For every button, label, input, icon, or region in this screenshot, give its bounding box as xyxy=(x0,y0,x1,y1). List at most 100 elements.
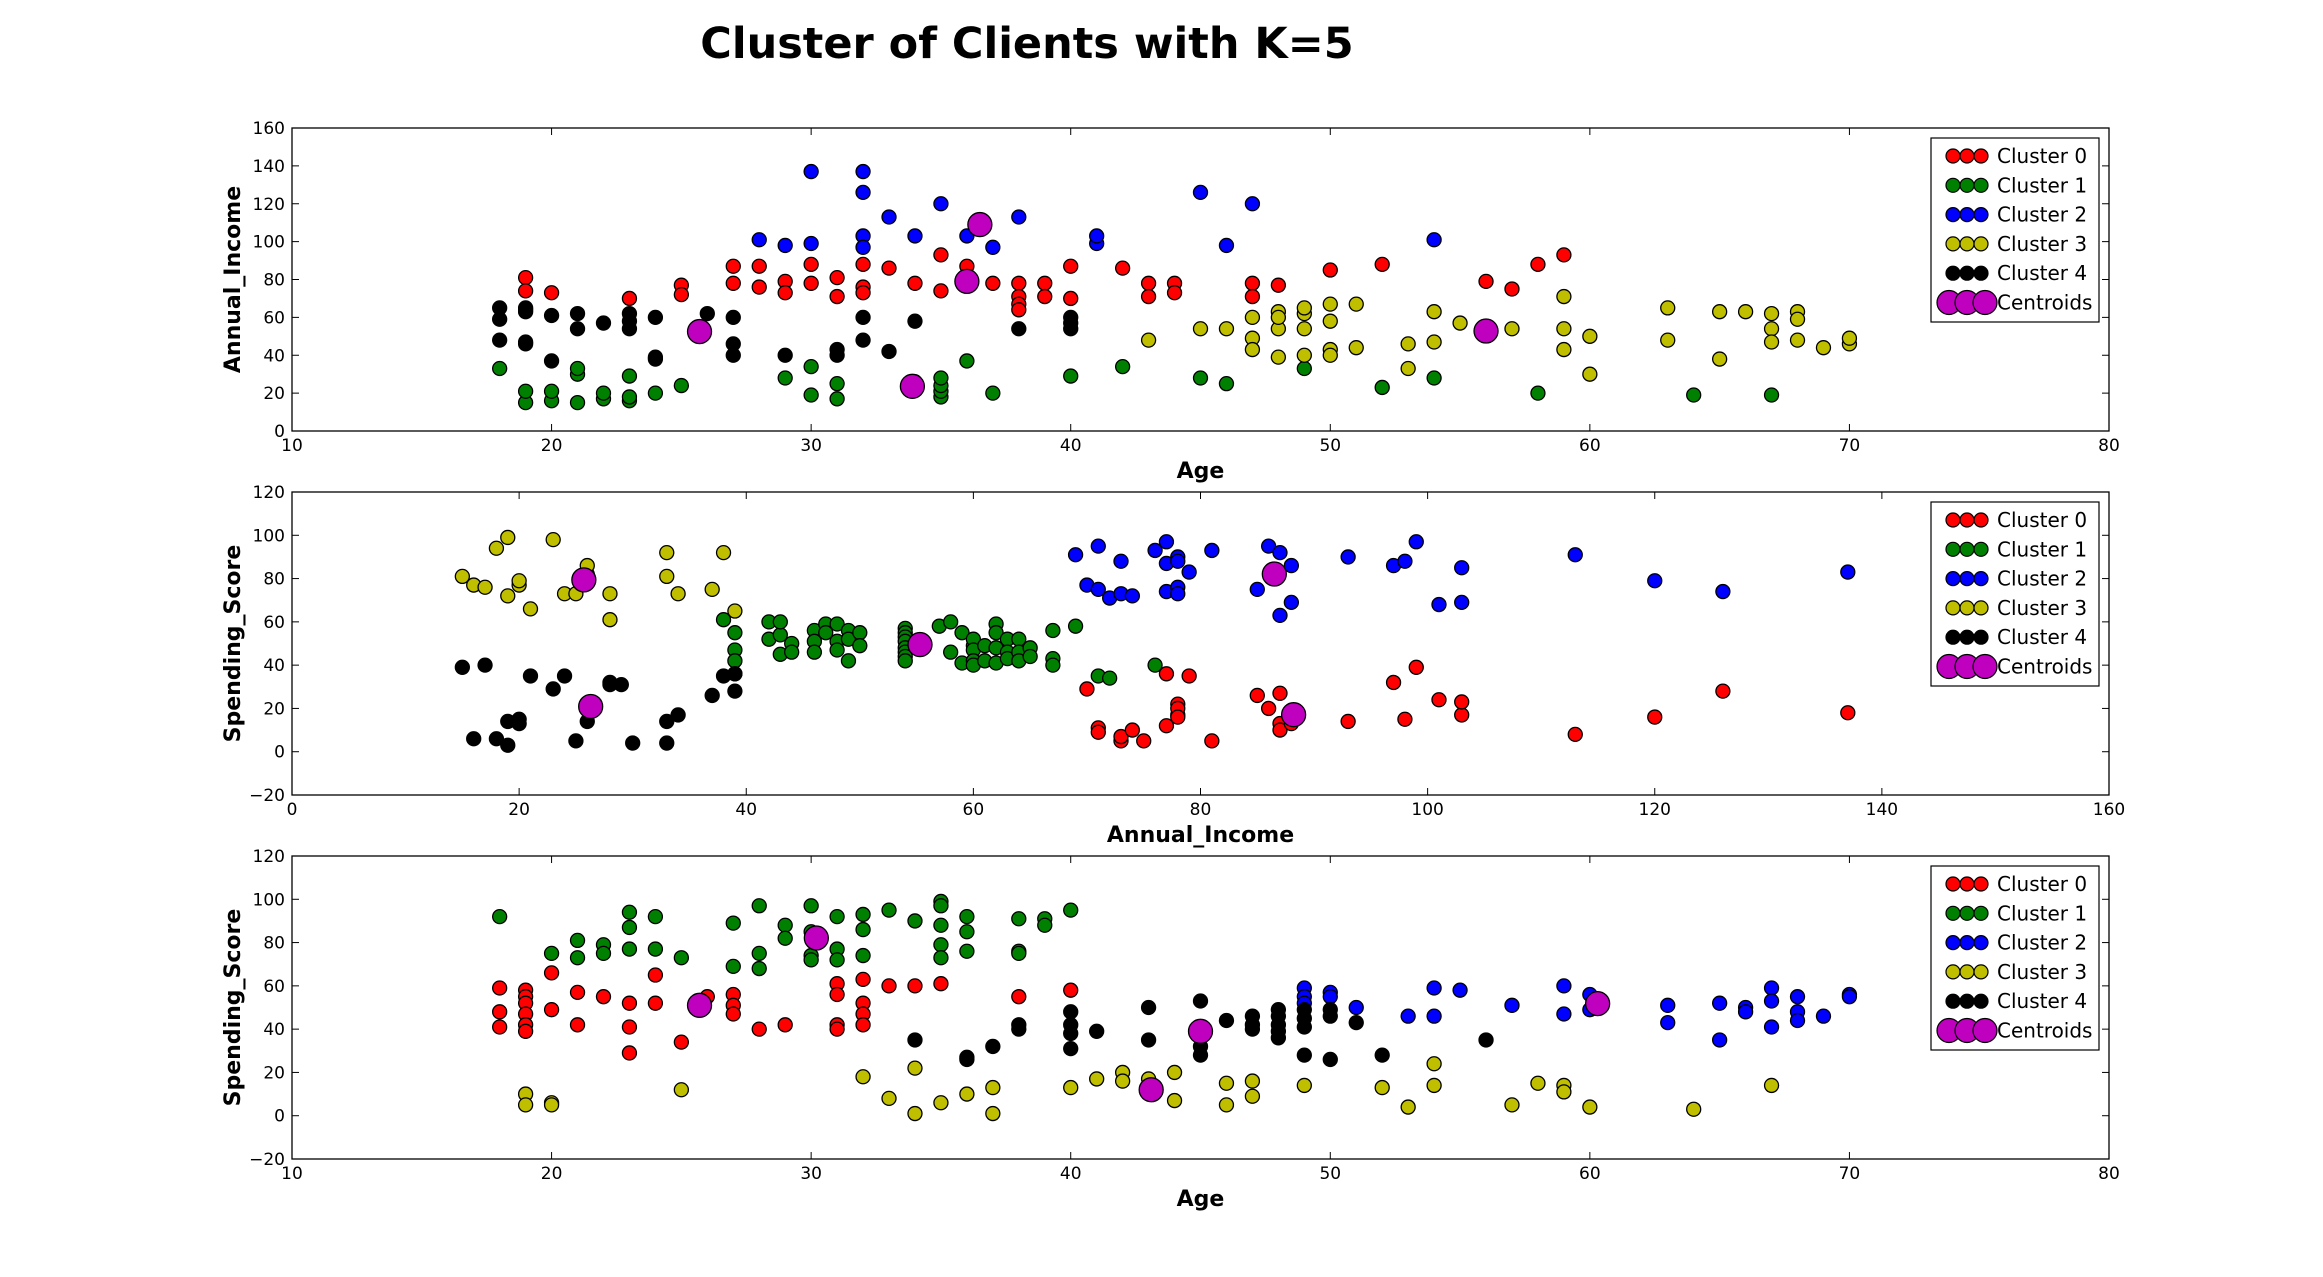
data-point xyxy=(1322,262,1338,278)
data-point xyxy=(1454,694,1470,710)
data-point xyxy=(543,383,560,399)
data-point xyxy=(1270,277,1287,293)
y-axis-label: Spending_Score xyxy=(221,545,246,743)
data-point xyxy=(1079,681,1095,697)
legend-label: Cluster 3 xyxy=(1997,596,2087,620)
data-point xyxy=(1530,1075,1546,1091)
legend-marker xyxy=(1959,934,1975,951)
data-point xyxy=(959,924,975,940)
data-point xyxy=(1647,709,1663,725)
data-point xyxy=(881,1090,897,1107)
data-point xyxy=(829,391,845,407)
data-point xyxy=(1431,596,1447,613)
data-point xyxy=(1397,711,1413,727)
data-point xyxy=(1158,666,1175,682)
data-point xyxy=(1140,275,1157,291)
data-point xyxy=(1090,538,1106,554)
y-axis-label: Spending_Score xyxy=(221,909,246,1107)
y-tick-label: 60 xyxy=(263,308,285,328)
legend-label: Centroids xyxy=(1997,291,2092,315)
data-point xyxy=(727,683,743,699)
axes-frame xyxy=(291,855,2110,1160)
data-point xyxy=(1374,256,1390,273)
data-point xyxy=(1037,288,1053,305)
legend-label: Cluster 3 xyxy=(1997,232,2087,256)
legend-label: Cluster 1 xyxy=(1997,901,2087,925)
legend-label: Cluster 0 xyxy=(1997,872,2087,896)
data-point xyxy=(1647,573,1663,589)
data-point xyxy=(959,943,975,959)
legend-marker xyxy=(1973,964,1989,980)
data-point xyxy=(803,275,819,291)
data-point xyxy=(621,1019,638,1035)
data-point xyxy=(602,612,618,628)
data-point xyxy=(1763,1077,1780,1094)
data-point xyxy=(613,676,629,693)
x-tick-label: 10 xyxy=(281,1164,303,1184)
centroid-point xyxy=(686,992,713,1018)
data-point xyxy=(621,904,638,920)
legend-marker xyxy=(1959,905,1975,921)
legend-marker xyxy=(1959,541,1975,557)
data-point xyxy=(1582,328,1598,344)
centroid-point xyxy=(1584,990,1611,1017)
data-point xyxy=(595,315,612,331)
data-point xyxy=(1340,549,1356,565)
data-point xyxy=(954,625,970,641)
data-point xyxy=(500,529,516,546)
data-point xyxy=(725,915,741,931)
x-tick-label: 60 xyxy=(1579,436,1601,456)
legend-marker xyxy=(1959,629,1975,645)
data-point xyxy=(725,275,741,291)
data-point xyxy=(777,370,793,386)
data-point xyxy=(715,544,732,561)
centroid-point xyxy=(954,268,980,295)
data-point xyxy=(1504,1097,1520,1113)
centroid-point xyxy=(1473,318,1499,344)
legend-marker xyxy=(1973,265,1989,281)
data-point xyxy=(907,913,923,929)
legend-marker xyxy=(1945,236,1961,252)
data-point xyxy=(855,309,871,326)
data-point xyxy=(1431,692,1447,708)
data-point xyxy=(855,184,871,201)
x-tick-label: 160 xyxy=(2093,800,2125,820)
data-point xyxy=(829,642,845,658)
data-point xyxy=(673,377,690,394)
data-point xyxy=(621,389,638,405)
data-point xyxy=(1400,336,1416,352)
data-point xyxy=(1426,1008,1442,1024)
data-point xyxy=(777,347,793,363)
legend-label: Cluster 0 xyxy=(1997,144,2087,168)
data-point xyxy=(829,341,845,358)
data-point xyxy=(1063,1079,1079,1096)
data-point xyxy=(1022,648,1038,665)
data-point xyxy=(933,370,949,386)
data-point xyxy=(1244,1073,1261,1089)
data-point xyxy=(985,1105,1001,1122)
data-point xyxy=(1322,1008,1338,1024)
data-point xyxy=(1660,332,1676,348)
data-point xyxy=(595,945,612,962)
data-point xyxy=(647,908,664,925)
data-point xyxy=(985,1079,1001,1096)
data-point xyxy=(1374,1047,1390,1063)
data-point xyxy=(897,653,913,669)
data-point xyxy=(1170,709,1186,725)
data-point xyxy=(517,336,534,352)
legend-marker xyxy=(1945,570,1961,587)
legend-marker xyxy=(1973,541,1989,557)
data-point xyxy=(1045,657,1061,673)
data-point xyxy=(621,1045,638,1061)
data-point xyxy=(751,279,767,295)
data-point xyxy=(1124,722,1141,738)
data-point xyxy=(1158,718,1175,734)
data-point xyxy=(855,256,871,273)
data-point xyxy=(1582,366,1598,382)
centroid-point xyxy=(1138,1077,1164,1103)
data-point xyxy=(466,731,482,747)
data-point xyxy=(1504,997,1520,1013)
data-point xyxy=(1089,1023,1105,1039)
legend-marker xyxy=(1959,207,1975,223)
data-point xyxy=(803,898,819,914)
